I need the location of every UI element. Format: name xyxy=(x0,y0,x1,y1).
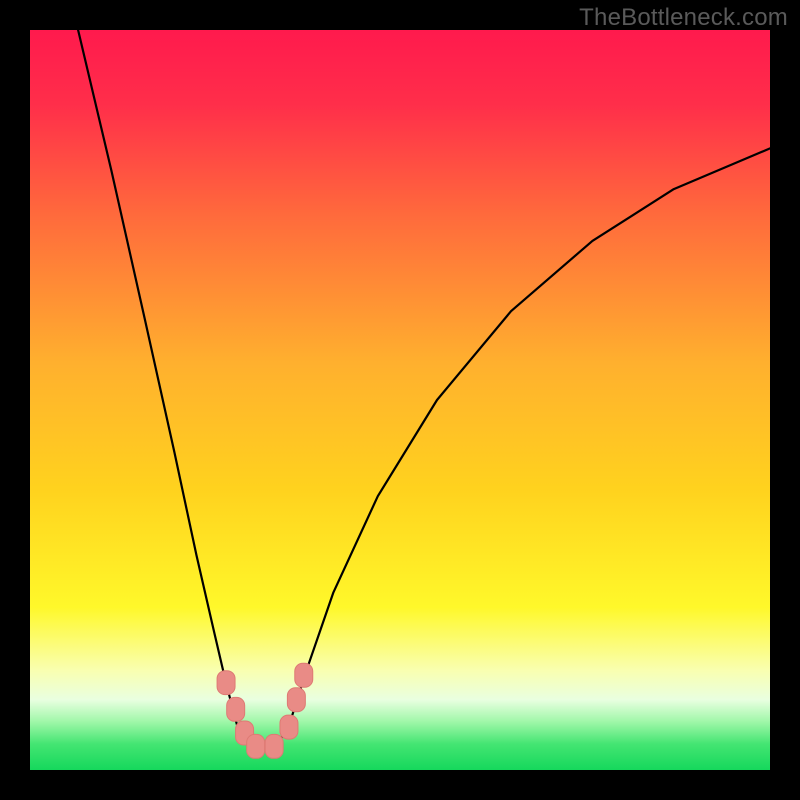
curve-marker xyxy=(217,671,235,695)
curve-marker xyxy=(265,734,283,758)
curve-marker xyxy=(227,697,245,721)
curve-path xyxy=(78,30,770,749)
curve-marker xyxy=(295,663,313,687)
watermark-text: TheBottleneck.com xyxy=(579,4,788,32)
plot-area xyxy=(30,30,770,770)
curve-marker xyxy=(247,734,265,758)
canvas-root: TheBottleneck.com xyxy=(0,0,800,800)
curve-markers xyxy=(217,663,313,758)
curve-marker xyxy=(287,688,305,712)
curve-marker xyxy=(280,715,298,739)
bottleneck-curve xyxy=(30,30,770,770)
